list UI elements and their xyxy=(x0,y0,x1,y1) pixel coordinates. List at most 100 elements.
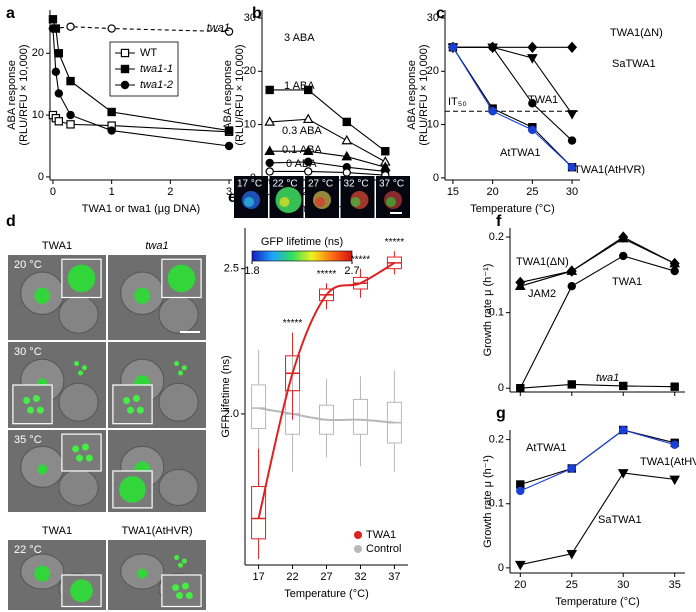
marker xyxy=(619,251,628,261)
series-line xyxy=(520,472,675,566)
inset xyxy=(12,384,53,425)
marker xyxy=(66,76,75,86)
x-axis-label: TWA1 or twa1 (µg DNA) xyxy=(82,203,200,215)
row-label: 30 °C xyxy=(14,346,42,358)
gfp xyxy=(181,365,187,371)
series-line xyxy=(452,47,573,168)
series-line xyxy=(520,383,675,389)
series-line xyxy=(52,26,230,33)
box xyxy=(352,398,368,435)
marker xyxy=(54,49,64,58)
marker xyxy=(66,110,75,120)
y-tick-label: 0 xyxy=(38,171,44,183)
y-axis-label: (RLU/RFU × 10,000) xyxy=(418,44,430,145)
marker xyxy=(567,163,577,172)
legend-marker xyxy=(354,545,362,553)
series-label: TWA1(AtHVR) xyxy=(574,164,645,176)
marker xyxy=(381,147,390,156)
image-label: 32 °C xyxy=(344,179,369,190)
trend-curve xyxy=(257,262,395,519)
legend-label: Control xyxy=(366,543,401,555)
x-tick-label: 0 xyxy=(50,186,56,198)
gfp xyxy=(76,454,84,462)
y-tick-label: 10 xyxy=(32,109,44,121)
x-tick-label: 27 xyxy=(320,571,332,583)
marker xyxy=(669,475,681,486)
series-line xyxy=(520,429,675,492)
marker xyxy=(265,167,274,176)
marker xyxy=(514,560,526,571)
series-label: twa1 xyxy=(207,22,230,34)
marker xyxy=(566,265,578,275)
series-line xyxy=(269,118,386,163)
marker xyxy=(265,85,274,95)
marker xyxy=(48,15,58,24)
significance: ***** xyxy=(385,237,405,248)
significance: ***** xyxy=(317,269,337,280)
gfp xyxy=(67,264,96,293)
marker xyxy=(528,99,537,108)
gfp xyxy=(172,584,180,592)
series-label: TWA1 xyxy=(528,94,558,106)
cell xyxy=(386,197,396,207)
marker xyxy=(66,120,75,129)
series-label: SaTWA1 xyxy=(598,514,642,526)
y-tick-label: 30 xyxy=(244,12,256,24)
series-label: TWA1(ΔN) xyxy=(516,256,569,268)
panel-label: c xyxy=(436,5,445,22)
colorbar-tick-label: 1.8 xyxy=(244,265,259,277)
x-tick-label: 17 xyxy=(252,571,264,583)
y-tick-label: 20 xyxy=(427,65,439,77)
legend-label: twa1-1 xyxy=(140,63,173,75)
x-tick-label: 30 xyxy=(617,579,629,591)
gfp xyxy=(176,591,184,599)
series-label: SaTWA1 xyxy=(612,58,656,70)
significance: ***** xyxy=(283,318,303,329)
marker xyxy=(302,113,314,124)
threshold-label: IT₅₀ xyxy=(448,96,467,108)
marker xyxy=(224,126,234,135)
y-tick-label: 10 xyxy=(427,118,439,130)
gfp xyxy=(37,464,48,475)
gfp xyxy=(72,445,80,453)
legend-label: TWA1 xyxy=(366,529,396,541)
x-tick-label: 20 xyxy=(514,579,526,591)
marker xyxy=(567,464,576,473)
series-line xyxy=(52,114,230,133)
marker xyxy=(342,168,351,177)
y-tick-label: 0.2 xyxy=(489,231,504,243)
x-tick-label: 15 xyxy=(447,186,459,198)
series-label: 0.3 ABA xyxy=(282,125,322,137)
x-tick-label: 20 xyxy=(487,186,499,198)
y-axis-label: Growth rate μ (h⁻¹) xyxy=(482,455,494,548)
marker xyxy=(527,54,538,64)
marker xyxy=(51,67,61,77)
cell-outline xyxy=(158,295,199,334)
gfp xyxy=(27,406,35,414)
cell xyxy=(315,197,325,207)
marker xyxy=(617,469,629,479)
gfp xyxy=(70,579,93,603)
marker xyxy=(617,232,629,243)
gfp xyxy=(178,370,184,376)
panel-label: a xyxy=(6,5,15,22)
y-axis-label: ABA response xyxy=(6,60,18,130)
marker xyxy=(670,266,679,276)
series-label: 0.1 ABA xyxy=(282,144,322,156)
y-axis-label: GFP lifetime (ns) xyxy=(220,355,232,437)
gfp xyxy=(74,361,80,366)
gfp xyxy=(119,476,146,503)
row-label: 35 °C xyxy=(14,434,42,446)
inset xyxy=(161,574,202,608)
marker xyxy=(566,110,578,120)
colorbar-tick-label: 2.7 xyxy=(344,265,359,277)
box xyxy=(251,384,267,429)
cell xyxy=(244,197,254,207)
marker xyxy=(669,257,681,268)
panel-label: d xyxy=(6,213,16,230)
y-axis-label: Growth rate μ (h⁻¹) xyxy=(482,264,494,357)
gfp xyxy=(78,370,84,376)
marker xyxy=(304,85,313,95)
marker xyxy=(341,150,353,161)
x-tick-label: 37 xyxy=(388,571,400,583)
